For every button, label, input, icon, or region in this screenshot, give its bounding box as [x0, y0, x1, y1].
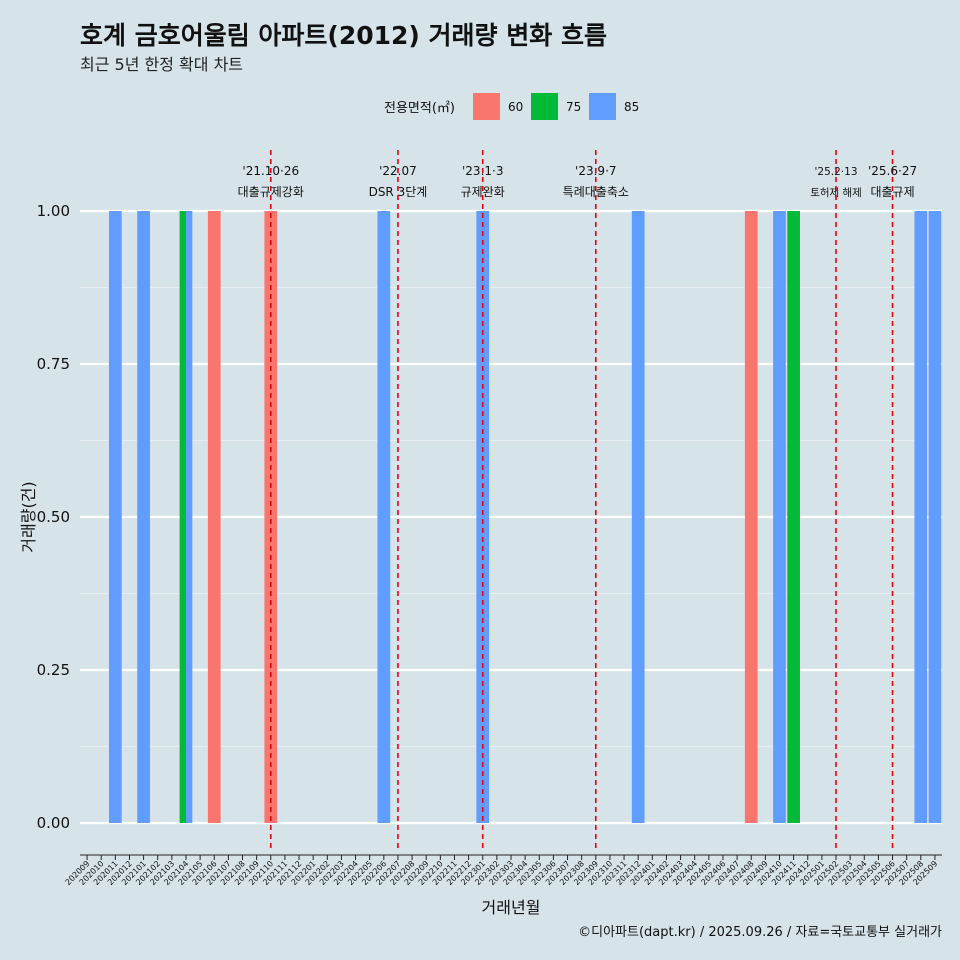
bar-202104-75 — [179, 211, 186, 823]
bar-202312-85 — [631, 211, 645, 823]
legend-swatch-60 — [473, 93, 500, 120]
bar-202509-85 — [928, 211, 942, 823]
legend-swatch-75 — [531, 93, 558, 120]
event-date: '22.07 — [379, 164, 417, 178]
bar-202206-85 — [377, 211, 391, 823]
event-label: 특례대출축소 — [563, 185, 629, 199]
bar-202411-75 — [787, 211, 800, 823]
bar-202508-85 — [914, 211, 928, 823]
legend: 전용면적(㎡) 60 75 85 — [384, 93, 639, 120]
y-axis-title: 거래량(건) — [19, 481, 38, 552]
bar-202110-60 — [264, 211, 278, 823]
x-axis-title: 거래년월 — [482, 898, 541, 917]
legend-label-75: 75 — [566, 100, 581, 114]
bar-202104-85 — [185, 211, 193, 823]
event-label: DSR 3단계 — [369, 185, 428, 199]
bar-202410-85 — [773, 211, 786, 823]
event-date: '23.1·3 — [462, 164, 503, 178]
event-date: '25.2·13 — [815, 166, 858, 178]
bar-202301-85 — [476, 211, 490, 823]
x-axis: 2020092020102020112020122021012021022021… — [64, 854, 942, 887]
event-date: '25.6·27 — [868, 164, 917, 178]
bar-202106-60 — [207, 211, 221, 823]
event-label: 규제완화 — [461, 185, 505, 199]
event-markers: '21.10·26 대출규제강화 '22.07 DSR 3단계 '23.1·3 규제완화 '… — [238, 150, 917, 852]
bar-202101-85 — [137, 211, 150, 823]
chart-title: 호계 금호어울림 아파트(2012) 거래량 변화 흐름 — [80, 21, 607, 50]
legend-swatch-85 — [589, 93, 616, 120]
y-tick-label: 0.50 — [37, 508, 70, 526]
y-tick-label: 0.00 — [37, 814, 70, 832]
legend-label-85: 85 — [624, 100, 639, 114]
event-date: '23.9·7 — [575, 164, 616, 178]
bar-202011-85 — [108, 211, 122, 823]
bars — [108, 211, 942, 823]
chart-subtitle: 최근 5년 한정 확대 차트 — [80, 55, 243, 74]
legend-title: 전용면적(㎡) — [384, 101, 455, 116]
bar-202408-60 — [744, 211, 758, 823]
caption: ©디아파트(dapt.kr) / 2025.09.26 / 자료=국토교통부 실… — [578, 925, 942, 940]
y-tick-label: 0.25 — [37, 661, 70, 679]
event-label: 대출규제 — [870, 185, 914, 199]
y-tick-label: 0.75 — [37, 355, 70, 373]
legend-label-60: 60 — [508, 100, 523, 114]
event-date: '21.10·26 — [242, 164, 299, 178]
event-label: 토허제 해제 — [810, 186, 862, 199]
y-axis: 0.00 0.25 0.50 0.75 1.00 — [37, 202, 70, 832]
event-label: 대출규제강화 — [238, 185, 304, 199]
y-tick-label: 1.00 — [37, 202, 70, 220]
